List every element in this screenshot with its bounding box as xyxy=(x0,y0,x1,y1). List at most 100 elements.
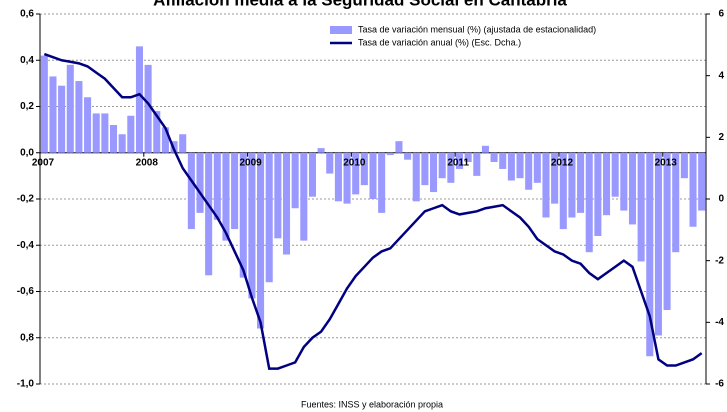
bar xyxy=(559,152,567,230)
bar xyxy=(161,127,169,153)
bar xyxy=(343,152,351,204)
bar xyxy=(101,113,109,153)
y-tick-label: 0,0 xyxy=(20,147,34,158)
bar xyxy=(308,152,316,197)
bar xyxy=(265,152,273,283)
bar xyxy=(672,152,680,253)
y-tick-label: -0,4 xyxy=(17,240,35,251)
bar xyxy=(360,152,368,186)
y-tick-label: 0,2 xyxy=(20,101,34,112)
y2-tick-label: -2 xyxy=(715,255,724,266)
bar xyxy=(585,152,593,253)
bar xyxy=(698,152,706,211)
bar xyxy=(663,152,671,310)
bar xyxy=(378,152,386,213)
y2-tick-label: 4 xyxy=(718,70,724,81)
bar xyxy=(654,152,662,336)
bar xyxy=(118,134,126,153)
bar xyxy=(499,152,507,169)
legend-label: Tasa de variación anual (%) (Esc. Dcha.) xyxy=(358,37,521,47)
bar xyxy=(274,152,282,239)
x-tick-label: 2010 xyxy=(343,157,366,168)
bar xyxy=(196,152,204,213)
y-tick-label: -0,6 xyxy=(17,286,35,297)
bar xyxy=(447,152,455,183)
bar xyxy=(282,152,291,255)
bar xyxy=(430,152,438,193)
bar xyxy=(153,111,161,153)
bar xyxy=(620,152,628,211)
y2-tick-label: -4 xyxy=(715,317,724,328)
bar xyxy=(317,148,325,153)
bar xyxy=(386,152,394,156)
bar xyxy=(551,152,559,204)
bar xyxy=(213,152,221,220)
bar xyxy=(507,152,515,181)
bar xyxy=(109,125,118,153)
bar xyxy=(248,152,256,299)
bar xyxy=(144,64,152,153)
y-tick-label: -1,0 xyxy=(17,379,35,390)
bar xyxy=(135,46,143,153)
line xyxy=(43,52,703,370)
bar xyxy=(179,134,187,153)
bar xyxy=(473,152,481,176)
source: Fuentes: INSS y elaboración propia xyxy=(301,399,443,409)
bar xyxy=(603,152,611,216)
bar xyxy=(84,97,92,153)
y-tick-label: 0,8 xyxy=(20,332,34,343)
bar xyxy=(300,152,308,241)
y-tick-label: 0,6 xyxy=(20,9,34,20)
bar xyxy=(438,152,446,179)
x-tick-label: 2013 xyxy=(655,157,678,168)
bar xyxy=(395,141,403,153)
y2-tick-label: 0 xyxy=(718,194,724,205)
bar xyxy=(464,152,472,162)
y2-tick-label: -6 xyxy=(715,379,724,390)
bar xyxy=(628,152,637,225)
x-tick-label: 2008 xyxy=(136,157,159,168)
bar xyxy=(525,152,533,190)
bar xyxy=(334,152,342,202)
bar xyxy=(369,152,377,199)
bar xyxy=(455,152,464,169)
chart-title: Afiliación media a la Seguridad Social e… xyxy=(153,0,567,9)
legend-label: Tasa de variación mensual (%) (ajustada … xyxy=(358,24,596,34)
bar xyxy=(75,81,83,153)
bar xyxy=(594,152,602,236)
y-tick-label: 0,4 xyxy=(20,55,34,66)
bar xyxy=(611,152,619,197)
legend-box xyxy=(324,21,664,53)
bar xyxy=(222,152,230,241)
bar xyxy=(205,152,213,276)
x-tick-label: 2011 xyxy=(447,157,469,168)
x-tick-label: 2012 xyxy=(551,157,574,168)
bar xyxy=(58,85,66,153)
bar xyxy=(542,152,550,218)
y2-tick-label: 2 xyxy=(718,132,724,143)
bar xyxy=(40,55,48,153)
bar xyxy=(646,152,654,357)
bar xyxy=(291,152,299,209)
bar xyxy=(187,152,195,230)
bar xyxy=(680,152,688,179)
legend-swatch xyxy=(330,26,352,34)
bar xyxy=(239,152,247,278)
bar xyxy=(689,152,697,227)
bar xyxy=(66,64,74,153)
bar xyxy=(326,152,334,174)
bar xyxy=(412,152,420,202)
bar xyxy=(49,76,57,153)
bar xyxy=(404,152,412,160)
bar xyxy=(257,152,265,329)
bar xyxy=(92,113,100,153)
bar xyxy=(577,152,585,213)
bar xyxy=(127,115,135,153)
y-tick-label: -0,2 xyxy=(17,194,35,205)
x-tick-label: 2009 xyxy=(239,157,262,168)
bar xyxy=(568,152,576,218)
y2-tick-label: 6 xyxy=(718,9,724,20)
bar xyxy=(352,152,360,195)
bar xyxy=(421,152,429,186)
